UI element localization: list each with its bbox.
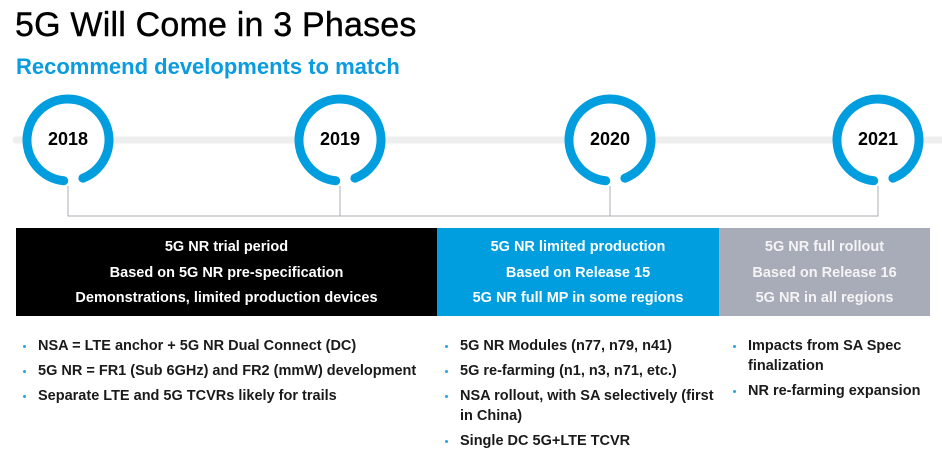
bullet-text: 5G NR = FR1 (Sub 6GHz) and FR2 (mmW) dev… <box>38 363 417 379</box>
bullet-text: NSA = LTE anchor + 5G NR Dual Connect (D… <box>38 338 357 354</box>
bullet-icon <box>445 440 448 443</box>
bullet-icon <box>733 390 736 393</box>
ring-background <box>833 95 923 185</box>
page-title: 5G Will Come in 3 Phases <box>15 6 417 44</box>
list-item: NSA = LTE anchor + 5G NR Dual Connect (D… <box>23 336 428 356</box>
bullet-text: NSA rollout, with SA selectively (first … <box>460 388 714 424</box>
list-item: Single DC 5G+LTE TCVR <box>445 431 730 451</box>
bullet-icon <box>23 370 26 373</box>
list-item: Impacts from SA Spec finalization <box>733 336 938 376</box>
phase-line: Based on 5G NR pre-specification <box>109 264 344 281</box>
list-item: 5G re-farming (n1, n3, n71, etc.) <box>445 361 730 381</box>
phase-line: 5G NR limited production <box>490 239 666 255</box>
year-ring-icon <box>564 94 656 186</box>
bullet-icon <box>23 395 26 398</box>
year-ring-icon <box>832 94 924 186</box>
list-item: NR re-farming expansion <box>733 381 938 401</box>
list-item: 5G NR = FR1 (Sub 6GHz) and FR2 (mmW) dev… <box>23 361 428 381</box>
phase-line: Based on Release 16 <box>752 264 897 281</box>
list-item: Separate LTE and 5G TCVRs likely for tra… <box>23 386 428 406</box>
list-item: 5G NR Modules (n77, n79, n41) <box>445 336 730 356</box>
phase-line: 5G NR full rollout <box>764 239 885 255</box>
phase-line: Based on Release 15 <box>505 264 651 281</box>
ring-background <box>23 95 113 185</box>
phase-2-bullets: 5G NR Modules (n77, n79, n41) 5G re-farm… <box>445 336 730 456</box>
phase-1-bullets: NSA = LTE anchor + 5G NR Dual Connect (D… <box>23 336 428 411</box>
bullet-text: 5G re-farming (n1, n3, n71, etc.) <box>460 363 677 379</box>
ring-background <box>295 95 385 185</box>
phase-line: Demonstrations, limited production devic… <box>75 290 378 306</box>
phase-line: 5G NR trial period <box>164 239 289 255</box>
year-ring-icon <box>22 94 114 186</box>
phase-box-2: 5G NR limited production Based on Releas… <box>437 228 719 316</box>
bullet-icon <box>445 345 448 348</box>
phase-line: 5G NR in all regions <box>755 290 894 306</box>
timeline <box>12 94 942 217</box>
bullet-icon <box>445 370 448 373</box>
phase-box-3: 5G NR full rollout Based on Release 16 5… <box>719 228 930 316</box>
connector-line <box>67 186 879 217</box>
bullet-icon <box>23 345 26 348</box>
bullet-text: 5G NR Modules (n77, n79, n41) <box>460 338 672 354</box>
bullet-text: Separate LTE and 5G TCVRs likely for tra… <box>38 388 337 404</box>
bullet-text: Single DC 5G+LTE TCVR <box>460 433 631 449</box>
year-label: 2021 <box>857 129 899 149</box>
phase-3-bullets: Impacts from SA Spec finalization NR re-… <box>733 336 938 406</box>
phase-line: 5G NR full MP in some regions <box>472 290 684 306</box>
year-label: 2019 <box>319 129 361 149</box>
page-subtitle: Recommend developments to match <box>16 54 400 79</box>
bullet-text: NR re-farming expansion <box>748 383 921 399</box>
bullet-icon <box>445 395 448 398</box>
year-label: 2018 <box>47 129 89 149</box>
year-label: 2020 <box>589 129 631 149</box>
phase-box-1: 5G NR trial period Based on 5G NR pre-sp… <box>16 228 437 316</box>
bullet-text: Impacts from SA Spec finalization <box>748 338 902 374</box>
list-item: NSA rollout, with SA selectively (first … <box>445 386 730 426</box>
ring-background <box>565 95 655 185</box>
bullet-icon <box>733 345 736 348</box>
year-ring-icon <box>294 94 386 186</box>
